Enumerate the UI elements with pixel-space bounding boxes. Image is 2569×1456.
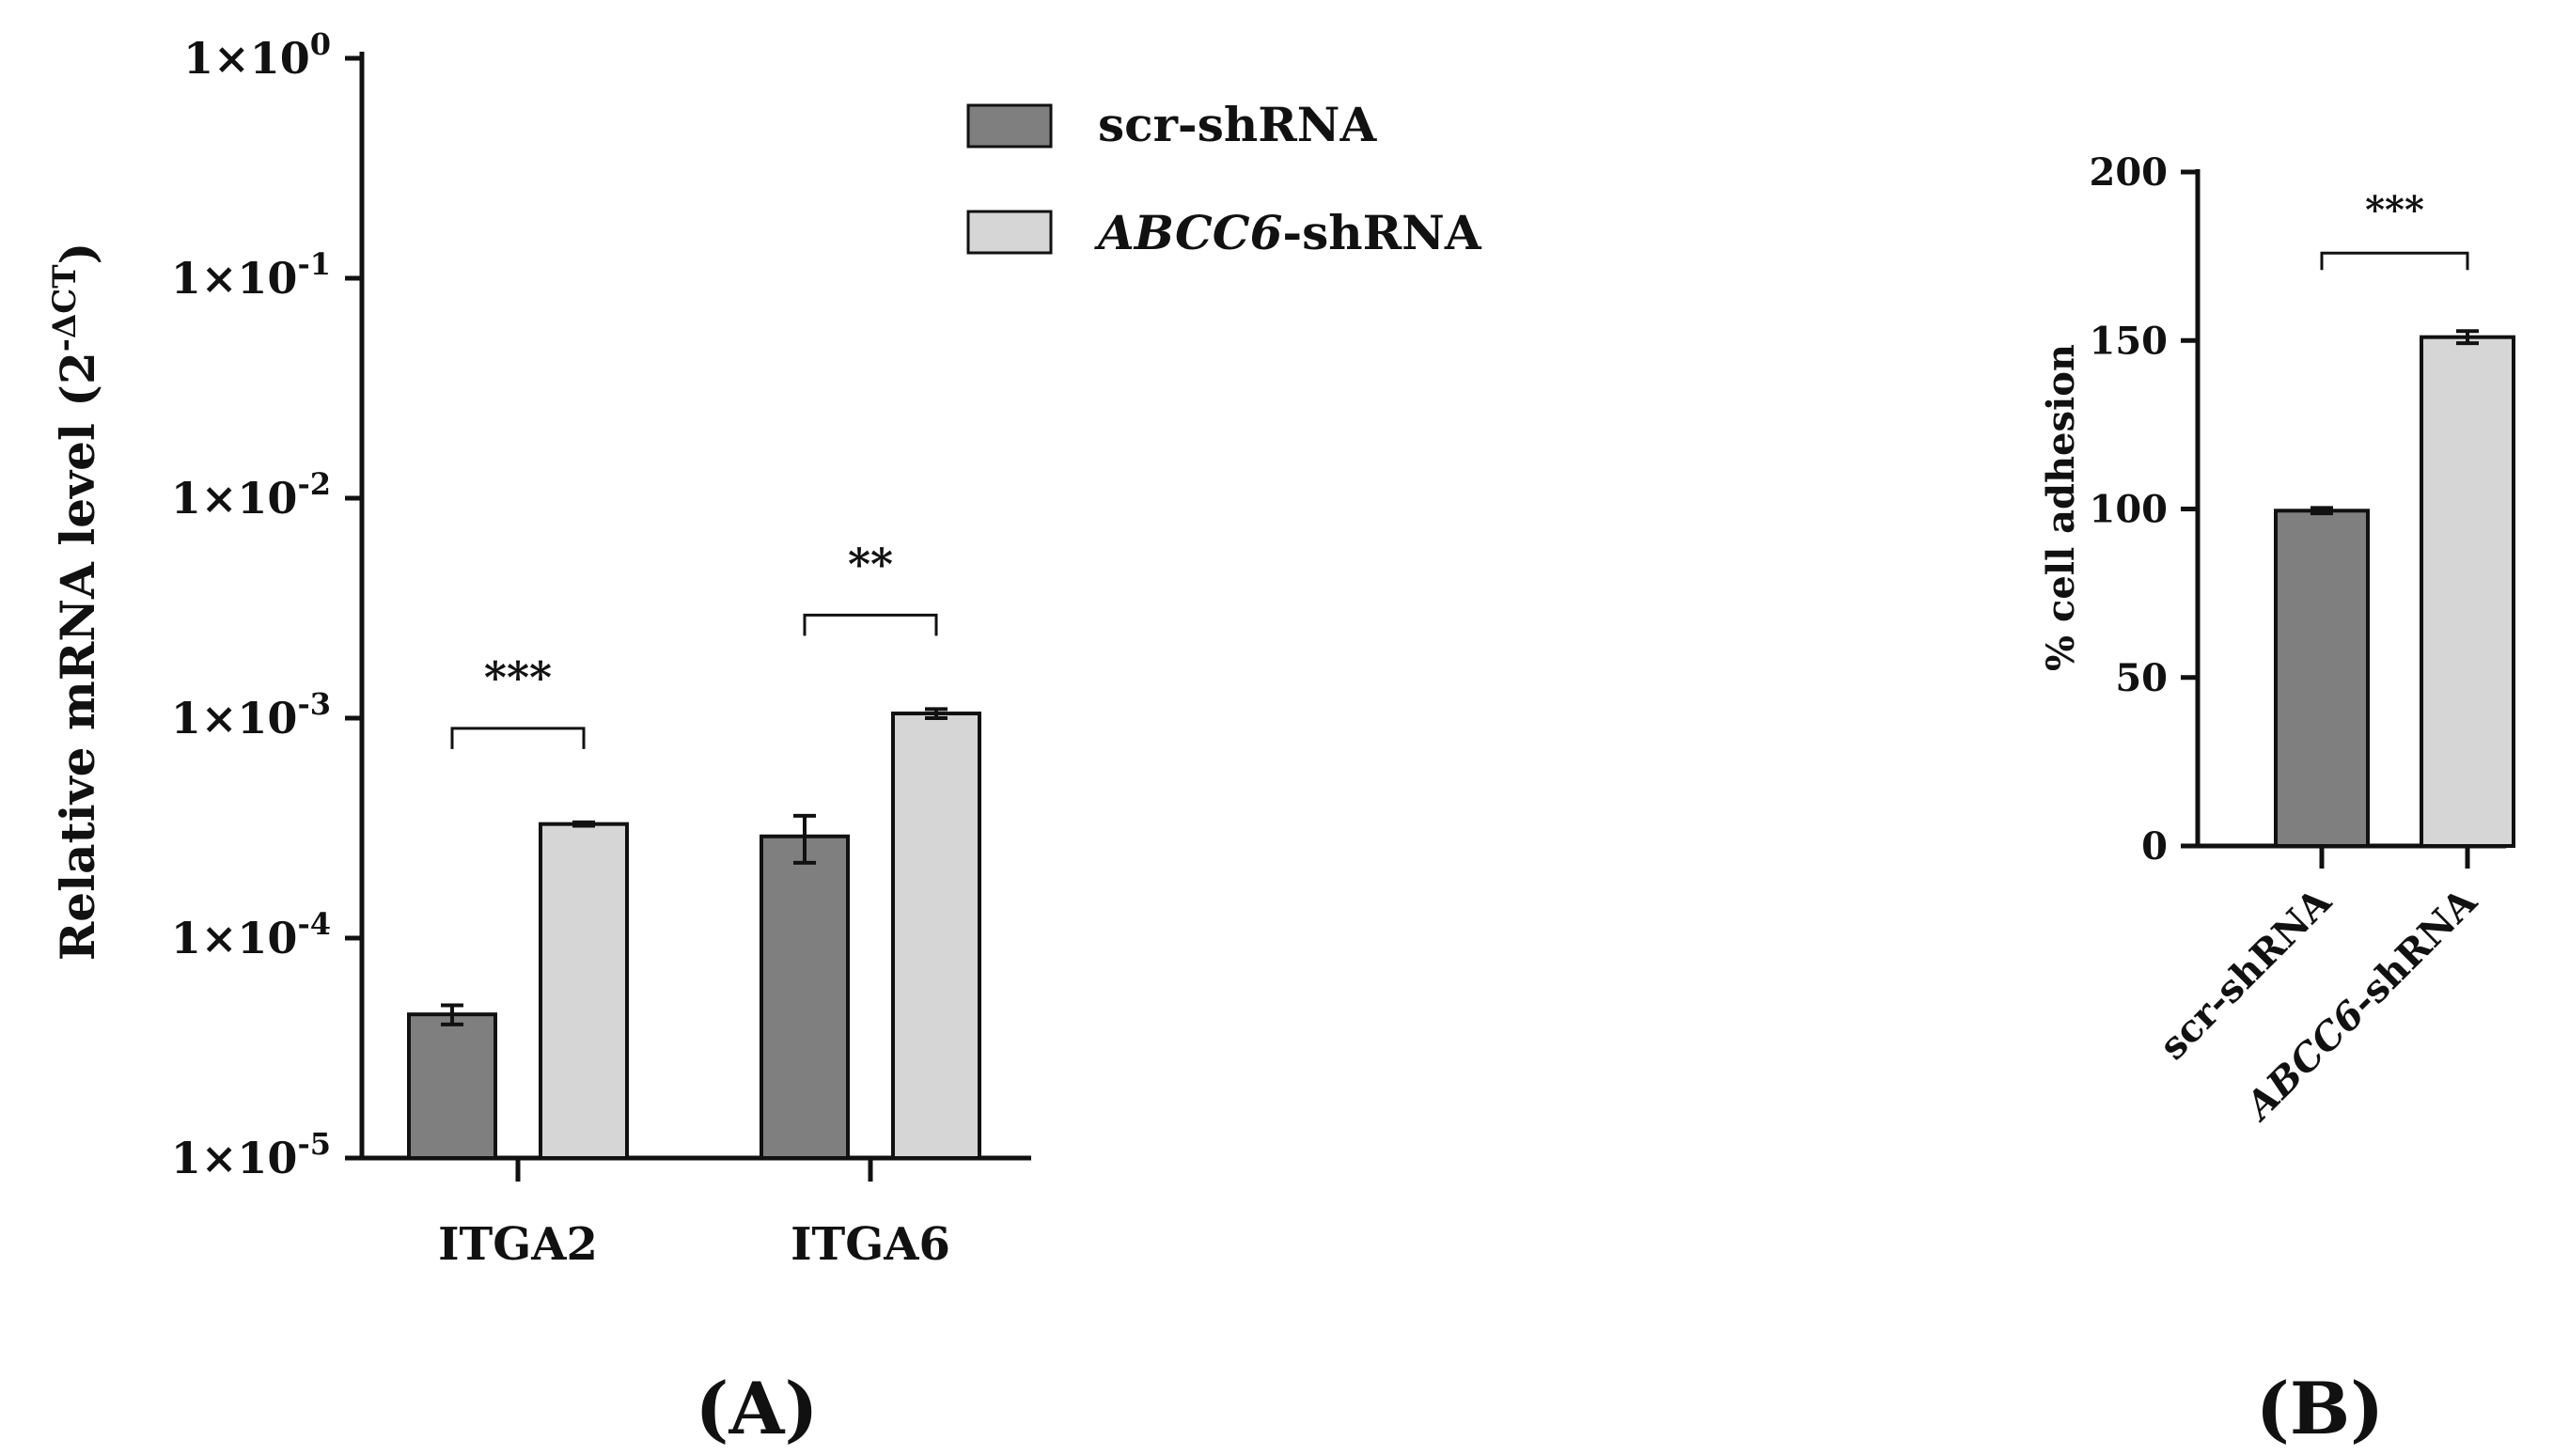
panel-a-significance-label: ***: [484, 652, 552, 703]
panel-b-y-tick-label: 50: [2115, 656, 2168, 700]
panel-a-y-tick-label: 1×10-4: [171, 906, 331, 963]
panel-a-chart: 1×10-5 1×10-4 1×10-3 1×10-2 1×10-1 1×100 ITGA…: [46, 26, 1482, 1450]
legend-label-scr: scr-shRNA: [1098, 97, 1377, 152]
panel-a-bars: [407, 707, 981, 1161]
panel-a-y-tick-label: 1×100: [183, 26, 331, 84]
panel-a-y-tick-label: 1×10-5: [171, 1126, 331, 1183]
panel-a-significance-label: **: [848, 539, 893, 589]
panel-b-bar: [2420, 335, 2515, 849]
panel-a-y-ticks: 1×10-5 1×10-4 1×10-3 1×10-2 1×10-1 1×100: [171, 26, 362, 1183]
panel-a-x-tick-label: ITGA2: [438, 1218, 598, 1271]
panel-a-bar: [539, 822, 629, 1160]
panel-b-bars: [2274, 329, 2515, 849]
legend-label-abcc6: ABCC6-shRNA: [1094, 205, 1482, 260]
panel-a-y-tick-label: 1×10-2: [171, 466, 331, 524]
panel-b-y-tick-label: 0: [2141, 824, 2168, 869]
panel-b-significance-bracket: [2320, 251, 2469, 271]
panel-b-y-tick-label: 150: [2090, 319, 2169, 363]
panel-a-x-tick-label: ITGA6: [791, 1218, 950, 1271]
panel-a-significance-bracket: [450, 727, 586, 749]
panel-a-significance-bracket: [803, 613, 938, 636]
panel-b-bar: [2274, 509, 2370, 848]
legend-swatch-abcc6: [966, 210, 1053, 255]
panel-b-y-tick-label: 200: [2090, 150, 2169, 195]
panel-b-letter: (B): [2256, 1367, 2384, 1450]
panel-a-bar: [407, 1012, 497, 1161]
panel-a-y-tick-label: 1×10-1: [171, 246, 331, 304]
panel-a-letter: (A): [696, 1367, 819, 1450]
panel-a-significance: *****: [450, 539, 938, 749]
panel-a-y-tick-label: 1×10-3: [171, 686, 331, 744]
panel-b-significance-label: ***: [2365, 188, 2424, 232]
panel-a-bar: [891, 712, 981, 1160]
legend-swatch-scr: [966, 103, 1053, 149]
panel-a-y-axis-label: Relative mRNA level (2-ΔCT): [46, 243, 105, 962]
panel-b-y-ticks: 0 50 100 150 200: [2090, 150, 2198, 869]
panel-a-x-ticks: ITGA2 ITGA6: [438, 1158, 950, 1271]
panel-a-bar: [760, 834, 850, 1161]
panel-a-legend: scr-shRNA ABCC6-shRNA: [966, 97, 1482, 260]
panel-b-y-tick-label: 100: [2090, 488, 2169, 532]
panel-b-significance: ***: [2320, 188, 2469, 271]
panel-b-y-axis-label: % cell adhesion: [2039, 344, 2083, 671]
